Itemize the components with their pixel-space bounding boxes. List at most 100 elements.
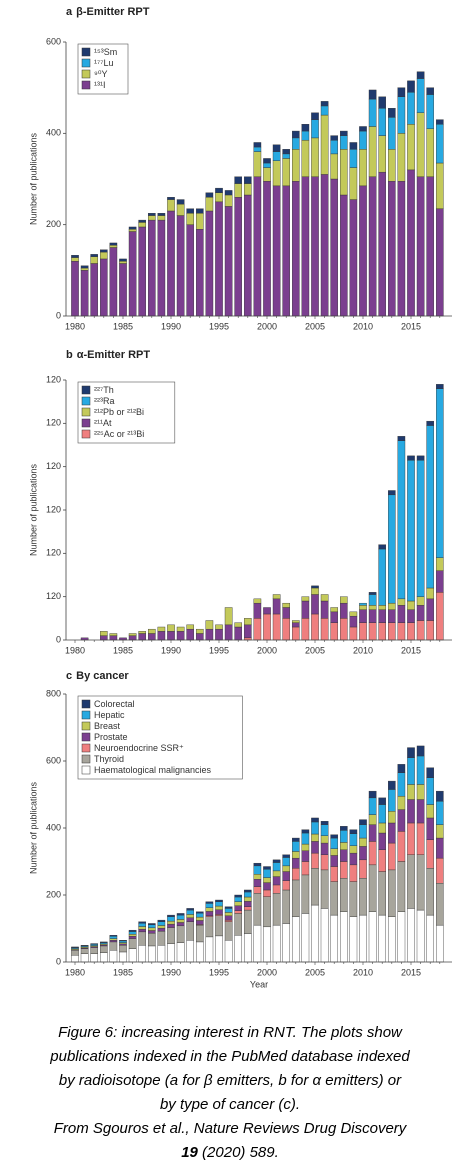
y-tick-label: 400 bbox=[46, 128, 61, 138]
bar-segment bbox=[282, 889, 291, 924]
bar-segment bbox=[292, 868, 300, 881]
bar-segment bbox=[147, 633, 156, 641]
bar-segment bbox=[282, 618, 291, 641]
bar-segment bbox=[234, 197, 243, 317]
y-tick-label: 0 bbox=[56, 634, 61, 644]
bar-segment bbox=[109, 940, 118, 943]
bar-segment bbox=[340, 149, 348, 196]
bar-segment bbox=[157, 215, 166, 221]
bar-segment bbox=[301, 829, 310, 834]
bar-segment bbox=[330, 834, 339, 839]
panel-title: c By cancer bbox=[66, 670, 129, 682]
bar-segment bbox=[416, 455, 425, 461]
legend-label: ¹⁵³Sm bbox=[94, 47, 117, 57]
bar-segment bbox=[272, 613, 281, 641]
bar-segment bbox=[436, 592, 444, 641]
x-tick-label: 2000 bbox=[257, 645, 277, 655]
bar-segment bbox=[215, 187, 223, 193]
bar-segment bbox=[157, 919, 166, 922]
bar-segment bbox=[224, 921, 233, 941]
bar-segment bbox=[436, 384, 444, 389]
bar-segment bbox=[378, 171, 387, 317]
bar-segment bbox=[349, 199, 358, 317]
bar-segment bbox=[119, 951, 127, 963]
bar-segment bbox=[99, 941, 108, 943]
bar-segment bbox=[340, 878, 348, 912]
bar-segment bbox=[109, 935, 118, 937]
legend-label: ²¹²Pb or ²¹²Bi bbox=[94, 407, 144, 417]
y-tick-label: 800 bbox=[46, 688, 61, 698]
bar-segment bbox=[99, 952, 108, 963]
bar-segment bbox=[205, 192, 214, 198]
bar-segment bbox=[349, 864, 358, 882]
bar-segment bbox=[436, 119, 444, 125]
bar-segment bbox=[109, 633, 118, 636]
bar-segment bbox=[205, 907, 214, 912]
bar-segment bbox=[340, 842, 348, 850]
bar-segment bbox=[157, 930, 166, 946]
bar-segment bbox=[147, 923, 156, 926]
bar-segment bbox=[378, 605, 387, 610]
bar-segment bbox=[195, 941, 204, 963]
x-tick-label: 2000 bbox=[257, 321, 277, 331]
bar-segment bbox=[340, 602, 348, 619]
bar-segment bbox=[407, 757, 415, 785]
bar-segment bbox=[359, 859, 367, 879]
bar-segment bbox=[368, 605, 377, 610]
bar-segment bbox=[407, 123, 415, 171]
legend-box bbox=[77, 695, 243, 780]
bar-segment bbox=[311, 594, 319, 615]
bar-segment bbox=[80, 945, 89, 947]
bar-segment bbox=[234, 622, 243, 628]
legend-swatch bbox=[81, 710, 91, 720]
bar-segment bbox=[167, 914, 175, 917]
bar-segment bbox=[301, 130, 310, 141]
bar-segment bbox=[416, 822, 425, 855]
bar-segment bbox=[128, 635, 137, 641]
bar-segment bbox=[90, 943, 98, 945]
bar-segment bbox=[234, 176, 243, 184]
bar-segment bbox=[407, 784, 415, 800]
bar-segment bbox=[397, 861, 406, 912]
bar-segment bbox=[397, 436, 406, 441]
bar-segment bbox=[301, 596, 310, 602]
legend-swatch bbox=[81, 765, 91, 775]
bar-segment bbox=[349, 852, 358, 866]
bar-segment bbox=[195, 912, 204, 918]
bar-segment bbox=[90, 953, 98, 963]
bar-segment bbox=[224, 915, 233, 921]
bar-segment bbox=[272, 893, 281, 926]
bar-segment bbox=[282, 158, 291, 187]
bar-segment bbox=[311, 841, 319, 854]
bar-segment bbox=[407, 747, 415, 758]
bar-segment bbox=[167, 916, 175, 922]
bar-segment bbox=[426, 804, 435, 819]
bar-segment bbox=[340, 830, 348, 843]
bar-segment bbox=[71, 955, 79, 963]
bar-segment bbox=[359, 130, 367, 150]
bar-segment bbox=[407, 854, 415, 909]
y-tick-label: 120 bbox=[46, 461, 61, 471]
bar-segment bbox=[243, 891, 252, 898]
bar-segment bbox=[119, 258, 127, 262]
bar-segment bbox=[263, 181, 271, 317]
bar-segment bbox=[301, 123, 310, 132]
bar-segment bbox=[186, 208, 195, 214]
panel-letter: c bbox=[66, 670, 72, 682]
bar-segment bbox=[205, 936, 214, 963]
bar-segment bbox=[224, 908, 233, 913]
bar-segment bbox=[263, 889, 271, 897]
caption-line: From Sgouros et al., Nature Reviews Drug… bbox=[54, 1120, 408, 1137]
bar-segment bbox=[157, 631, 166, 641]
bar-segment bbox=[253, 886, 262, 894]
bar-segment bbox=[186, 914, 195, 918]
bar-segment bbox=[359, 878, 367, 916]
bar-segment bbox=[292, 181, 300, 317]
bar-segment bbox=[388, 811, 396, 824]
bar-segment bbox=[90, 947, 98, 954]
bar-segment bbox=[397, 831, 406, 862]
bar-segment bbox=[224, 906, 233, 909]
bar-segment bbox=[301, 843, 310, 851]
legend-label: ¹⁷⁷Lu bbox=[94, 58, 114, 68]
bar-segment bbox=[234, 901, 243, 906]
